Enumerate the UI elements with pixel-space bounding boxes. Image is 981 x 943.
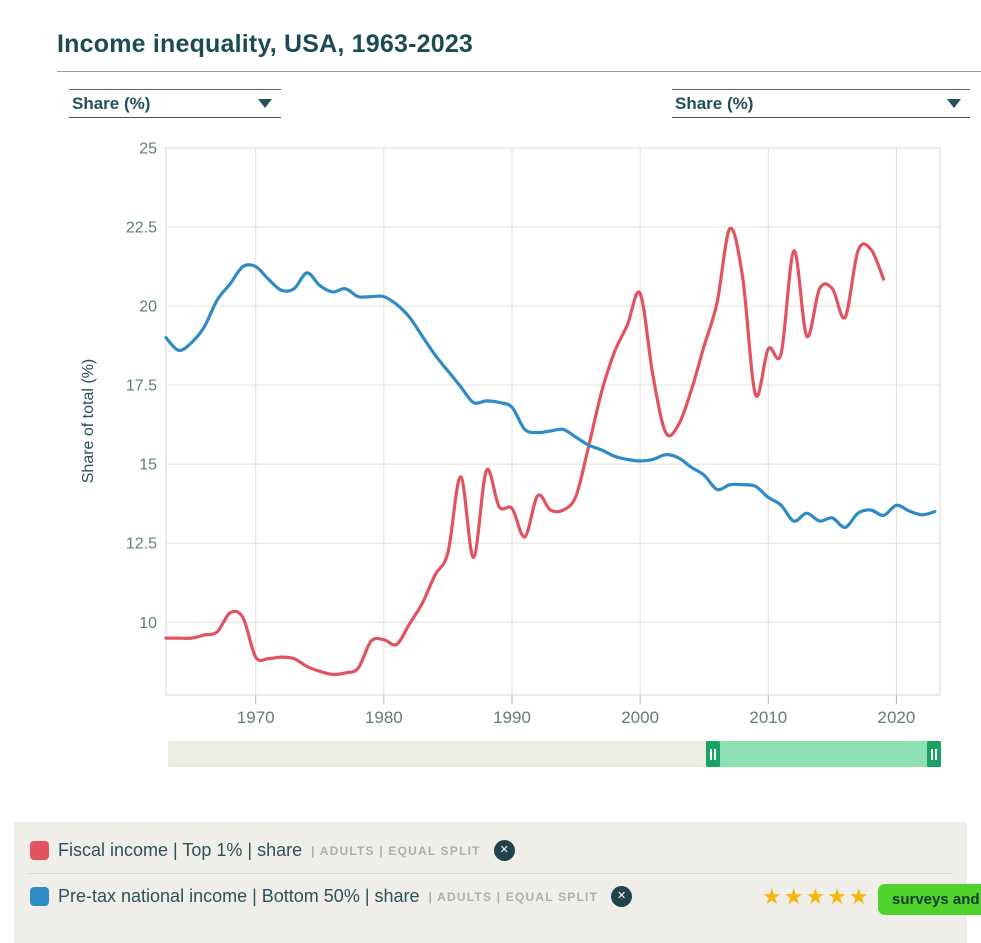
left-axis-dropdown[interactable]: Share (%) [69, 89, 281, 118]
y-tick-label: 20 [139, 299, 157, 316]
close-icon: ✕ [616, 890, 627, 902]
y-tick-label: 22.5 [126, 220, 157, 237]
slider-left-handle[interactable] [705, 741, 720, 767]
title-divider [57, 71, 981, 72]
y-tick-label: 17.5 [126, 378, 157, 395]
year-range-slider[interactable] [168, 741, 941, 767]
left-axis-dropdown-value: Share (%) [72, 93, 151, 113]
bottom50-series-line[interactable] [164, 263, 937, 529]
line-chart: 10 12.5 15 17.5 20 22.5 25 1970 1980 1990 2000 2010… [80, 141, 941, 727]
legend-label: Pre-tax national income | Bottom 50% | s… [58, 886, 420, 906]
top1-series-line[interactable] [164, 226, 886, 677]
legend-row-bottom50: Pre-tax national income | Bottom 50% | s… [14, 874, 967, 919]
x-tick-label: 2000 [621, 708, 659, 727]
x-tick-label: 2010 [749, 708, 787, 727]
slider-right-handle[interactable] [927, 741, 941, 767]
y-tick-label: 25 [139, 141, 157, 158]
x-tick-label: 1970 [237, 708, 275, 727]
x-tick-label: 1990 [493, 708, 531, 727]
plot-frame [165, 147, 941, 696]
x-tick-label: 1980 [365, 708, 403, 727]
remove-series-button[interactable]: ✕ [611, 886, 633, 907]
y-tick-label: 12.5 [126, 536, 157, 553]
legend-meta: | ADULTS | EQUAL SPLIT [428, 889, 599, 904]
chevron-down-icon [947, 99, 961, 108]
legend-row-divider [28, 873, 953, 874]
chevron-down-icon [258, 99, 272, 108]
rating-stars[interactable]: ★★★★★ [762, 884, 871, 909]
series-color-swatch [30, 841, 49, 860]
legend-label: Fiscal income | Top 1% | share [58, 840, 303, 860]
remove-series-button[interactable]: ✕ [493, 840, 515, 861]
legend-meta: | ADULTS | EQUAL SPLIT [311, 843, 481, 858]
legend-row-top1: Fiscal income | Top 1% | share | ADULTS … [14, 828, 967, 873]
y-tick-label: 15 [139, 457, 157, 474]
y-tick-label: 10 [139, 615, 157, 632]
right-axis-dropdown-value: Share (%) [675, 93, 754, 113]
x-tick-label: 2020 [878, 708, 916, 727]
close-icon: ✕ [499, 844, 509, 856]
page-title: Income inequality, USA, 1963-2023 [57, 30, 474, 58]
legend-panel: Fiscal income | Top 1% | share | ADULTS … [14, 822, 967, 943]
slider-selected-range[interactable] [705, 741, 941, 767]
reviews-button[interactable]: surveys and [878, 884, 981, 915]
right-axis-dropdown[interactable]: Share (%) [672, 89, 970, 118]
series-color-swatch [30, 887, 49, 906]
y-axis-title: Share of total (%) [80, 359, 97, 484]
